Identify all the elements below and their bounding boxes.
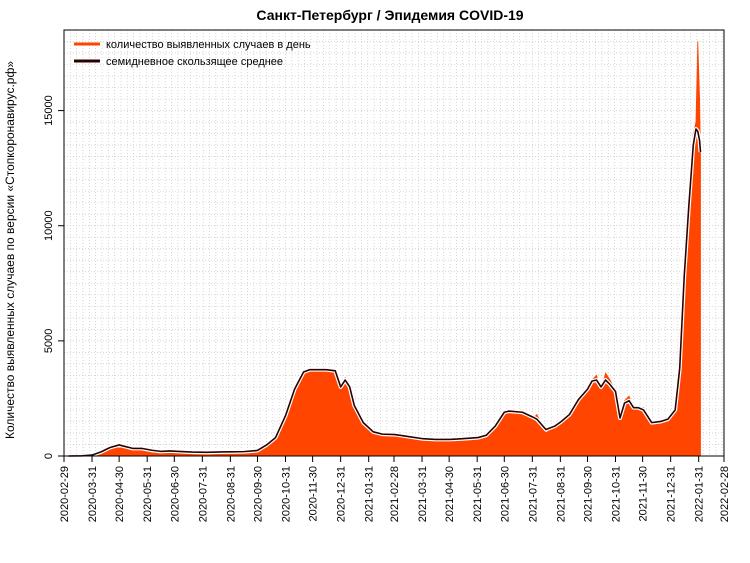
x-tick-label: 2021-04-30 bbox=[444, 466, 456, 522]
x-tick-label: 2021-06-30 bbox=[499, 466, 511, 522]
x-tick-label: 2021-02-28 bbox=[389, 466, 401, 522]
x-tick-label: 2020-05-31 bbox=[142, 466, 154, 522]
x-axis: 2020-02-29 2020-03-31 2020-04-30 2020-05-31… bbox=[59, 456, 731, 522]
x-tick-label: 2021-11-30 bbox=[638, 466, 650, 521]
x-tick-label: 2020-09-30 bbox=[252, 466, 264, 522]
legend-label-average: семидневное скользящее среднее bbox=[106, 56, 283, 68]
x-tick-label: 2020-08-31 bbox=[225, 466, 237, 522]
legend: количество выявленных случаев в день сем… bbox=[74, 39, 311, 68]
series-average-line bbox=[68, 128, 702, 457]
x-tick-label: 2021-10-31 bbox=[611, 466, 623, 522]
y-tick-label: 0 bbox=[43, 453, 55, 459]
x-tick-label: 2022-01-31 bbox=[694, 466, 706, 522]
x-tick-label: 2021-01-31 bbox=[364, 466, 376, 522]
x-tick-label: 2021-12-31 bbox=[666, 466, 678, 522]
x-tick-label: 2020-04-30 bbox=[114, 466, 126, 522]
x-tick-label: 2020-12-31 bbox=[336, 466, 348, 522]
x-tick-label: 2021-09-30 bbox=[582, 466, 594, 522]
series-line-layer bbox=[68, 127, 703, 458]
x-tick-label: 2021-03-31 bbox=[417, 466, 429, 522]
x-tick-label: 2021-07-31 bbox=[527, 466, 539, 522]
x-tick-label: 2020-11-30 bbox=[308, 466, 320, 521]
x-tick-label: 2020-10-31 bbox=[281, 466, 293, 522]
x-tick-label: 2021-08-31 bbox=[555, 466, 567, 522]
x-tick-label: 2020-02-29 bbox=[59, 466, 71, 522]
x-tick-label: 2020-07-31 bbox=[197, 466, 209, 522]
y-tick-label: 15000 bbox=[43, 95, 55, 126]
plot-frame bbox=[63, 29, 725, 457]
grid bbox=[63, 29, 724, 457]
x-tick-label: 2021-05-31 bbox=[472, 466, 484, 522]
chart-title: Санкт-Петербург / Эпидемия COVID-19 bbox=[256, 7, 523, 23]
y-tick-label: 10000 bbox=[43, 210, 55, 241]
x-tick-label: 2020-03-31 bbox=[87, 466, 99, 522]
legend-label-daily: количество выявленных случаев в день bbox=[106, 39, 311, 51]
x-tick-label: 2022-02-28 bbox=[719, 466, 731, 522]
x-tick-label: 2020-06-30 bbox=[169, 466, 181, 522]
y-axis: 0 5000 10000 15000 bbox=[43, 95, 64, 459]
y-tick-label: 5000 bbox=[43, 329, 55, 353]
y-axis-label: Количество выявленных случаев по версии … bbox=[3, 61, 17, 439]
